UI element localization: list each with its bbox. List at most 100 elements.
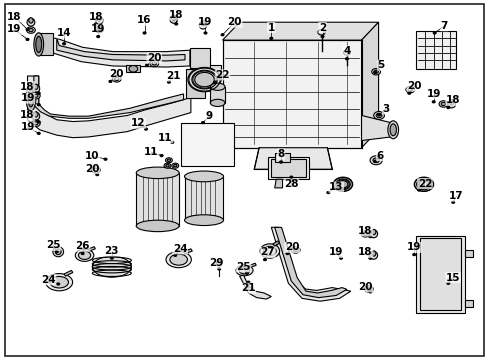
Ellipse shape xyxy=(413,177,433,192)
Polygon shape xyxy=(184,176,222,220)
Ellipse shape xyxy=(387,121,398,139)
Ellipse shape xyxy=(321,36,324,38)
Ellipse shape xyxy=(263,258,266,261)
Ellipse shape xyxy=(373,70,378,73)
Polygon shape xyxy=(274,227,346,298)
Polygon shape xyxy=(239,275,271,299)
Text: 26: 26 xyxy=(75,241,90,251)
Text: 13: 13 xyxy=(328,182,343,192)
Text: 20: 20 xyxy=(85,163,100,174)
Ellipse shape xyxy=(217,268,220,270)
Ellipse shape xyxy=(165,252,191,268)
Ellipse shape xyxy=(210,83,224,90)
Text: 19: 19 xyxy=(328,247,343,257)
Ellipse shape xyxy=(405,86,414,93)
Ellipse shape xyxy=(373,160,376,162)
Polygon shape xyxy=(185,69,205,98)
Polygon shape xyxy=(361,116,390,140)
Bar xyxy=(274,153,290,162)
Polygon shape xyxy=(136,173,178,226)
Ellipse shape xyxy=(184,171,223,182)
Ellipse shape xyxy=(34,84,38,89)
Polygon shape xyxy=(189,48,210,68)
Text: 19: 19 xyxy=(406,242,421,252)
Ellipse shape xyxy=(26,39,29,41)
Bar xyxy=(271,159,306,177)
Ellipse shape xyxy=(446,107,449,109)
Text: 20: 20 xyxy=(357,282,372,292)
Text: 6: 6 xyxy=(376,150,383,161)
Ellipse shape xyxy=(165,165,169,167)
Ellipse shape xyxy=(368,291,371,293)
Ellipse shape xyxy=(221,34,224,36)
Text: 25: 25 xyxy=(46,240,61,250)
Ellipse shape xyxy=(92,256,131,277)
Ellipse shape xyxy=(368,257,371,259)
Polygon shape xyxy=(88,247,95,251)
Ellipse shape xyxy=(144,128,147,130)
Ellipse shape xyxy=(213,81,216,83)
Ellipse shape xyxy=(109,80,112,82)
Text: 20: 20 xyxy=(109,69,124,79)
Text: 4: 4 xyxy=(343,46,350,56)
Ellipse shape xyxy=(75,249,94,261)
Ellipse shape xyxy=(293,248,297,252)
Text: 18: 18 xyxy=(20,111,35,121)
Ellipse shape xyxy=(289,176,292,178)
Ellipse shape xyxy=(431,101,434,103)
Text: 18: 18 xyxy=(88,12,103,22)
Ellipse shape xyxy=(27,18,35,26)
Polygon shape xyxy=(464,300,472,307)
Ellipse shape xyxy=(50,276,68,288)
Ellipse shape xyxy=(26,85,36,111)
Ellipse shape xyxy=(163,163,170,168)
Ellipse shape xyxy=(263,246,276,256)
Ellipse shape xyxy=(165,158,172,163)
Ellipse shape xyxy=(375,113,381,118)
Ellipse shape xyxy=(417,180,429,189)
Ellipse shape xyxy=(389,124,396,136)
Ellipse shape xyxy=(104,158,107,160)
Ellipse shape xyxy=(150,60,158,67)
Bar xyxy=(181,123,233,166)
Ellipse shape xyxy=(78,251,90,260)
Text: 12: 12 xyxy=(131,118,145,128)
Ellipse shape xyxy=(37,92,40,94)
Ellipse shape xyxy=(192,71,216,88)
Ellipse shape xyxy=(32,85,40,93)
Ellipse shape xyxy=(377,114,380,116)
Polygon shape xyxy=(27,76,190,138)
Ellipse shape xyxy=(55,249,61,255)
Text: 29: 29 xyxy=(208,258,223,268)
Ellipse shape xyxy=(96,174,99,176)
Ellipse shape xyxy=(451,201,454,203)
Text: 1: 1 xyxy=(267,23,274,33)
Text: 21: 21 xyxy=(166,71,181,81)
Ellipse shape xyxy=(366,287,370,291)
Ellipse shape xyxy=(336,180,348,189)
Ellipse shape xyxy=(368,235,371,238)
Text: 24: 24 xyxy=(41,275,56,285)
Ellipse shape xyxy=(412,253,415,256)
Ellipse shape xyxy=(345,58,347,60)
Ellipse shape xyxy=(97,16,101,21)
Ellipse shape xyxy=(184,215,223,226)
Ellipse shape xyxy=(37,104,40,106)
Ellipse shape xyxy=(407,88,412,91)
Ellipse shape xyxy=(93,168,98,172)
Text: 19: 19 xyxy=(20,93,35,103)
Ellipse shape xyxy=(173,254,176,256)
Ellipse shape xyxy=(62,42,65,45)
Text: 18: 18 xyxy=(357,226,372,236)
Polygon shape xyxy=(222,22,378,40)
Polygon shape xyxy=(189,65,221,80)
Ellipse shape xyxy=(417,189,420,191)
Ellipse shape xyxy=(360,230,369,237)
Ellipse shape xyxy=(440,102,445,105)
Ellipse shape xyxy=(260,244,279,258)
Ellipse shape xyxy=(34,33,43,56)
Polygon shape xyxy=(271,227,350,301)
Text: 11: 11 xyxy=(143,147,158,157)
Polygon shape xyxy=(272,241,279,246)
Ellipse shape xyxy=(371,229,375,235)
